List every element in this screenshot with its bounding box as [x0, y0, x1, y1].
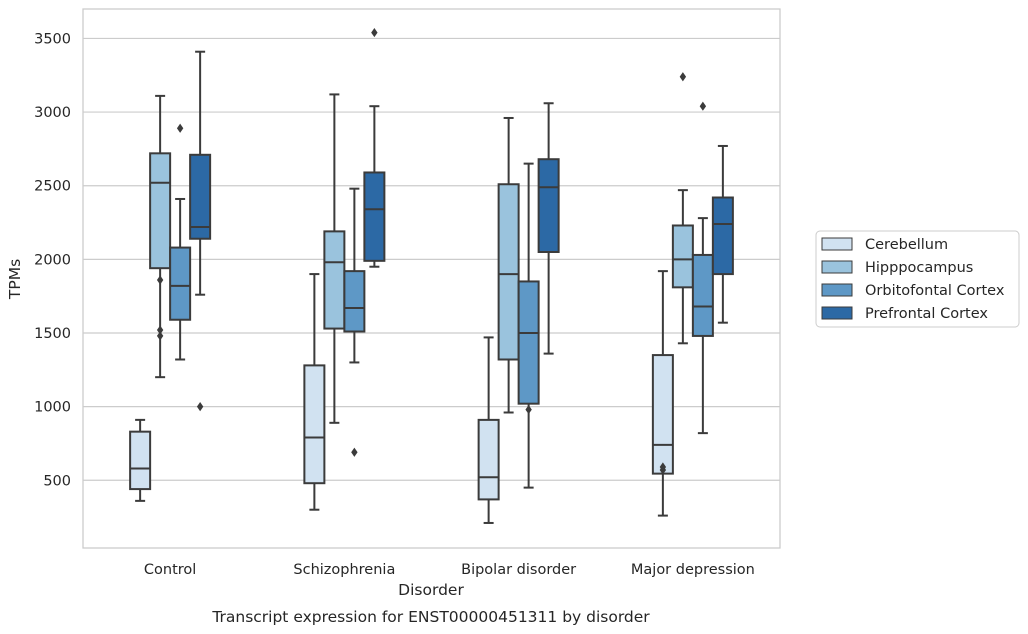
box-body — [149, 152, 172, 270]
plot-frame — [82, 8, 781, 549]
box-orbitofontal-cortex — [343, 187, 366, 457]
box-body — [363, 171, 386, 262]
y-tick-labels: 500 1000 1500 2000 2500 3000 3500 — [34, 31, 71, 489]
box-body — [711, 196, 734, 276]
box-hipppocampus — [671, 72, 694, 345]
y-tick-label: 500 — [43, 473, 71, 489]
box-orbitofontal-cortex — [169, 123, 192, 361]
y-tick-label: 1000 — [34, 400, 71, 416]
outlier-point — [196, 402, 204, 412]
x-tick-label: Control — [144, 562, 196, 578]
box-cerebellum — [129, 418, 152, 502]
box-body — [651, 354, 674, 475]
outlier-point — [699, 101, 707, 111]
outlier-point — [156, 331, 164, 341]
legend-label: Orbitofontal Cortex — [865, 283, 1005, 299]
box-body — [323, 230, 346, 330]
box-hipppocampus — [149, 94, 172, 379]
y-tick-label: 2500 — [34, 179, 71, 195]
box-body — [691, 253, 714, 337]
outlier-point — [525, 404, 532, 415]
outlier-point — [156, 275, 164, 285]
box-cerebellum — [477, 336, 500, 524]
box-body — [517, 280, 540, 405]
outlier-point — [176, 123, 184, 133]
box-body — [671, 224, 694, 289]
x-tick-label: Schizophrenia — [293, 562, 395, 578]
box-hipppocampus — [497, 116, 520, 414]
box-prefrontal-cortex — [363, 27, 386, 268]
y-axis-label: TPMs — [6, 259, 24, 300]
box-body — [537, 158, 560, 253]
outlier-point — [156, 325, 164, 335]
outlier-point — [371, 27, 378, 38]
box-prefrontal-cortex — [537, 102, 560, 355]
box-body — [129, 430, 152, 491]
box-orbitofontal-cortex — [517, 162, 540, 489]
box-body — [343, 270, 366, 333]
legend-swatch — [821, 260, 853, 274]
legend-label: Hipppocampus — [865, 260, 973, 276]
figure-caption: Transcript expression for ENST0000045131… — [211, 608, 650, 626]
box-groups — [129, 27, 734, 524]
legend-swatch — [821, 283, 853, 297]
legend: Cerebellum Hipppocampus Orbitofontal Corte… — [815, 230, 1020, 328]
box-orbitofontal-cortex — [691, 101, 714, 435]
outlier-point — [659, 462, 667, 472]
x-tick-label: Bipolar disorder — [461, 562, 576, 578]
box-body — [303, 364, 326, 485]
legend-label: Cerebellum — [865, 237, 948, 253]
y-tick-label: 3500 — [34, 31, 71, 47]
legend-swatch — [821, 306, 853, 320]
y-tick-label: 1500 — [34, 326, 71, 342]
box-body — [477, 418, 500, 501]
outlier-point — [679, 72, 687, 82]
box-body — [497, 183, 520, 361]
x-tick-label: Major depression — [631, 562, 755, 578]
outlier-point — [351, 447, 358, 457]
box-cerebellum — [303, 273, 326, 511]
legend-label: Prefrontal Cortex — [865, 306, 988, 322]
x-axis-label: Disorder — [398, 581, 464, 599]
y-tick-label: 3000 — [34, 105, 71, 121]
box-prefrontal-cortex — [189, 50, 212, 412]
y-tick-label: 2000 — [34, 252, 71, 268]
legend-frame — [815, 230, 1020, 328]
box-prefrontal-cortex — [711, 144, 734, 324]
legend-swatch — [821, 237, 853, 251]
x-tick-labels: Control Schizophrenia Bipolar disorder Majo… — [144, 562, 755, 578]
box-cerebellum — [651, 270, 674, 517]
box-body — [169, 246, 192, 321]
box-body — [189, 153, 212, 240]
